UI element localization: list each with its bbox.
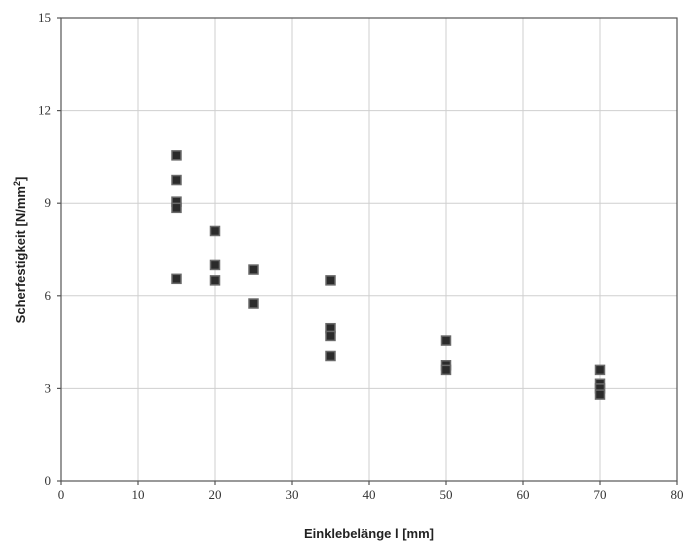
data-point (440, 364, 452, 376)
gridlines (57, 17, 678, 485)
data-point (325, 275, 336, 286)
y-tick-label: 12 (38, 103, 51, 118)
data-point (171, 202, 182, 214)
y-axis-title-superscript: 2 (12, 181, 22, 186)
data-point (594, 389, 606, 400)
data-point (440, 335, 452, 346)
y-axis-title: Scherfestigkeit [N/mm2] (12, 177, 28, 324)
y-axis-title-suffix: ] (13, 177, 28, 181)
data-point (209, 275, 221, 286)
x-tick-label: 10 (132, 487, 145, 502)
x-tick-label: 0 (58, 487, 65, 502)
plot-frame (60, 17, 678, 482)
x-tick-label: 30 (286, 487, 299, 502)
data-point (248, 298, 259, 309)
data-point (209, 225, 221, 237)
x-tick-label: 70 (594, 487, 607, 502)
data-point (248, 264, 259, 275)
y-axis-title-main: Scherfestigkeit [N/mm (13, 186, 28, 323)
y-tick-label: 6 (45, 288, 52, 303)
x-tick-label: 50 (440, 487, 453, 502)
x-tick-label: 60 (517, 487, 530, 502)
data-point (171, 174, 182, 186)
data-point (209, 259, 221, 271)
data-point (325, 330, 336, 342)
data-points (171, 150, 606, 400)
data-point (325, 350, 336, 362)
tick-labels: 0 10 20 30 40 50 60 70 80 0 3 6 9 12 15 (38, 10, 684, 502)
data-point (171, 273, 182, 285)
x-tick-label: 80 (671, 487, 684, 502)
y-tick-label: 15 (38, 10, 51, 25)
y-tick-label: 9 (45, 195, 52, 210)
x-tick-label: 40 (363, 487, 376, 502)
y-tick-label: 3 (45, 380, 52, 395)
x-tick-label: 20 (209, 487, 222, 502)
data-point (171, 150, 182, 161)
data-point (594, 364, 606, 376)
y-tick-label: 0 (45, 473, 52, 488)
x-axis-title: Einklebelänge l [mm] (304, 526, 434, 541)
